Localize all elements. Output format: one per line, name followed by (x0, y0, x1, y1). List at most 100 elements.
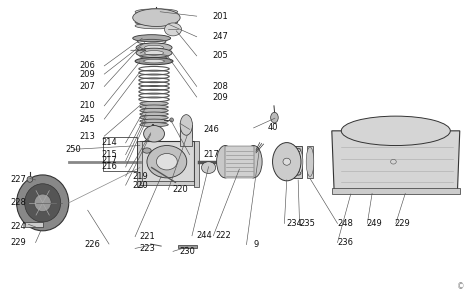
Ellipse shape (140, 119, 168, 123)
Text: 220: 220 (132, 181, 148, 190)
Text: 223: 223 (139, 244, 155, 253)
Text: 216: 216 (101, 163, 117, 171)
Ellipse shape (135, 9, 178, 15)
Ellipse shape (135, 19, 178, 25)
Ellipse shape (180, 125, 192, 146)
Text: 227: 227 (10, 176, 26, 184)
Text: 235: 235 (299, 219, 315, 228)
Text: 220: 220 (172, 185, 188, 194)
Ellipse shape (140, 112, 168, 116)
Text: 250: 250 (65, 145, 82, 154)
Ellipse shape (135, 16, 178, 22)
Polygon shape (281, 157, 287, 162)
Ellipse shape (143, 148, 151, 153)
Text: 221: 221 (139, 232, 155, 241)
Ellipse shape (145, 45, 164, 50)
Ellipse shape (154, 11, 159, 15)
Polygon shape (287, 158, 293, 162)
Text: 209: 209 (212, 93, 228, 101)
Ellipse shape (140, 108, 168, 113)
Polygon shape (283, 162, 287, 170)
Text: 201: 201 (212, 12, 228, 21)
Polygon shape (287, 153, 290, 162)
Text: 224: 224 (10, 223, 26, 231)
Text: 40: 40 (267, 123, 278, 132)
Bar (180, 125, 192, 146)
Ellipse shape (271, 112, 278, 123)
Polygon shape (332, 131, 460, 193)
Bar (140, 141, 194, 182)
Ellipse shape (140, 101, 168, 106)
Ellipse shape (306, 147, 314, 176)
Bar (178, 245, 197, 248)
Ellipse shape (135, 12, 178, 18)
Text: 234: 234 (286, 219, 302, 228)
Ellipse shape (273, 143, 301, 181)
Ellipse shape (135, 58, 173, 65)
Ellipse shape (283, 158, 291, 165)
Ellipse shape (140, 105, 168, 109)
Ellipse shape (27, 176, 33, 182)
Text: ©: © (457, 282, 465, 291)
Ellipse shape (156, 153, 177, 170)
Polygon shape (287, 162, 293, 166)
Text: 222: 222 (215, 231, 231, 240)
Text: 249: 249 (366, 219, 383, 228)
Text: 207: 207 (80, 82, 96, 91)
Text: 244: 244 (196, 231, 212, 240)
Text: 208: 208 (212, 82, 228, 91)
Ellipse shape (133, 35, 171, 42)
Bar (194, 141, 199, 187)
Ellipse shape (140, 123, 168, 127)
Ellipse shape (217, 146, 234, 178)
Text: 213: 213 (80, 132, 96, 141)
Text: 226: 226 (84, 240, 100, 248)
Ellipse shape (201, 162, 216, 173)
Text: 217: 217 (203, 150, 219, 159)
Ellipse shape (136, 48, 172, 58)
Ellipse shape (144, 59, 164, 63)
Bar (25, 222, 43, 227)
Ellipse shape (25, 184, 61, 222)
Ellipse shape (136, 43, 172, 52)
Text: 214: 214 (101, 138, 117, 147)
Text: 217: 217 (101, 156, 117, 165)
Ellipse shape (341, 116, 450, 146)
Text: 228: 228 (10, 198, 26, 207)
Text: 248: 248 (337, 219, 353, 228)
Text: 205: 205 (212, 51, 228, 60)
Bar (225, 146, 254, 178)
Text: 230: 230 (179, 247, 195, 256)
Ellipse shape (170, 118, 173, 122)
Ellipse shape (147, 146, 187, 178)
Text: 206: 206 (80, 61, 96, 70)
Text: 245: 245 (80, 115, 96, 123)
Bar (137, 141, 142, 187)
Text: 229: 229 (394, 219, 410, 228)
Ellipse shape (34, 194, 51, 212)
Bar (140, 181, 194, 185)
Text: 247: 247 (212, 32, 228, 41)
Ellipse shape (133, 9, 180, 26)
Polygon shape (284, 153, 287, 162)
Bar (294, 146, 302, 178)
Text: 229: 229 (10, 238, 26, 247)
Ellipse shape (293, 148, 303, 175)
Polygon shape (281, 162, 287, 165)
Bar (307, 146, 313, 178)
Text: 215: 215 (101, 150, 117, 159)
Ellipse shape (245, 146, 262, 178)
Ellipse shape (144, 126, 164, 142)
Text: 209: 209 (80, 70, 96, 78)
Ellipse shape (147, 142, 156, 149)
Bar (332, 188, 460, 194)
Ellipse shape (17, 175, 69, 231)
Ellipse shape (140, 116, 168, 120)
Text: 219: 219 (132, 172, 148, 181)
Ellipse shape (180, 115, 192, 135)
Ellipse shape (135, 23, 178, 29)
Text: 246: 246 (203, 125, 219, 134)
Ellipse shape (143, 138, 160, 153)
Ellipse shape (164, 23, 182, 36)
Ellipse shape (145, 51, 164, 55)
